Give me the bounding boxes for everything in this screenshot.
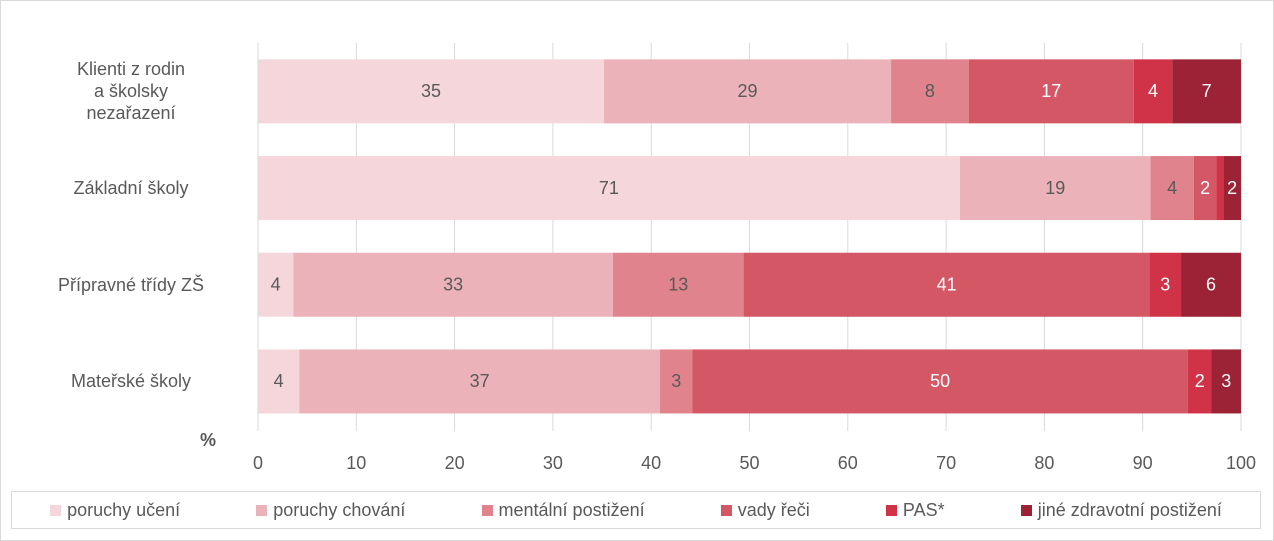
data-label: 4 — [274, 371, 284, 391]
data-label: 35 — [421, 81, 441, 101]
data-label: 4 — [1148, 81, 1158, 101]
legend: poruchy učení poruchy chování mentální pos… — [11, 491, 1261, 529]
bar-segment — [612, 252, 744, 317]
data-label: 2 — [1227, 178, 1237, 198]
bar-segment — [258, 59, 605, 124]
legend-label: PAS* — [902, 499, 945, 520]
x-tick-label: 30 — [543, 453, 563, 473]
x-tick-label: 50 — [739, 453, 759, 473]
x-tick-label: 100 — [1226, 453, 1256, 473]
bar-segment — [660, 349, 693, 414]
bar-segment — [891, 59, 969, 124]
bar-segment — [1216, 156, 1224, 221]
x-tick-label: 10 — [346, 453, 366, 473]
bar-segment — [1193, 156, 1217, 221]
legend-swatch — [1020, 504, 1032, 516]
y-tick-label: Klienti z rodin a školsky nezařazení — [76, 59, 186, 124]
data-label: 71 — [599, 178, 619, 198]
bar-segment — [1223, 156, 1241, 221]
bar-segment — [299, 349, 661, 414]
data-label: 3 — [1221, 371, 1231, 391]
bar-segment — [1211, 349, 1241, 414]
data-label: 17 — [1041, 81, 1061, 101]
legend-label: mentální postižení — [498, 499, 645, 520]
legend-item: poruchy učení — [50, 500, 180, 521]
x-tick-label: 70 — [936, 453, 956, 473]
bar-segment — [258, 252, 294, 317]
data-label: 13 — [668, 275, 688, 295]
legend-item: vady řeči — [720, 499, 810, 521]
bar-segment — [968, 59, 1134, 124]
y-tick-label: Přípravné třídy ZŠ — [57, 274, 205, 295]
x-tick-label: 20 — [445, 453, 465, 473]
legend-label: poruchy učení — [67, 499, 181, 520]
data-label: 4 — [1167, 178, 1177, 198]
bar-segment — [959, 156, 1151, 221]
bar-segment — [1181, 252, 1241, 317]
data-label: 50 — [930, 371, 950, 391]
x-tick-label: 40 — [641, 453, 661, 473]
legend-item: mentální postižení — [481, 499, 645, 521]
bar-segment — [1172, 59, 1241, 124]
data-label: 2 — [1195, 371, 1205, 391]
bar-segment — [1187, 349, 1212, 414]
legend-item: poruchy chování — [256, 500, 405, 521]
data-label: 29 — [738, 81, 758, 101]
legend-label: vady řeči — [737, 499, 810, 520]
x-tick-label: 90 — [1133, 453, 1153, 473]
data-label: 33 — [443, 275, 463, 295]
bar-segment — [258, 156, 960, 221]
legend-label: poruchy chování — [273, 499, 406, 520]
bar-segment — [604, 59, 892, 124]
legend-swatch — [50, 504, 62, 516]
x-tick-label: 80 — [1034, 453, 1054, 473]
data-label: 7 — [1202, 81, 1212, 101]
bar-segment — [692, 349, 1188, 414]
legend-swatch — [256, 504, 268, 516]
bar-segment — [258, 349, 300, 414]
data-label: 41 — [937, 275, 957, 295]
data-label: 6 — [1206, 275, 1216, 295]
data-label: 4 — [271, 275, 281, 295]
legend-swatch — [720, 504, 732, 516]
data-label: 3 — [671, 371, 681, 391]
data-label: 37 — [470, 371, 490, 391]
data-label: 3 — [1160, 275, 1170, 295]
bar-segment — [1149, 252, 1182, 317]
x-tick-label: 60 — [838, 453, 858, 473]
y-tick-label: Mateřské školy — [70, 371, 192, 392]
bar-segment — [1150, 156, 1194, 221]
x-axis-label: % — [200, 430, 216, 450]
bar-segment — [1133, 59, 1173, 124]
x-tick-label: 0 — [253, 453, 263, 473]
legend-item: PAS* — [885, 499, 945, 521]
legend-item: jiné zdravotní postižení — [1020, 499, 1222, 521]
legend-swatch — [481, 504, 493, 516]
y-tick-label: Základní školy — [73, 178, 189, 199]
bar-segment — [293, 252, 613, 317]
legend-swatch — [885, 504, 897, 516]
data-label: 2 — [1200, 178, 1210, 198]
legend-label: jiné zdravotní postižení — [1037, 499, 1222, 520]
data-label: 19 — [1045, 178, 1065, 198]
data-label: 8 — [925, 81, 935, 101]
bar-segment — [743, 252, 1150, 317]
